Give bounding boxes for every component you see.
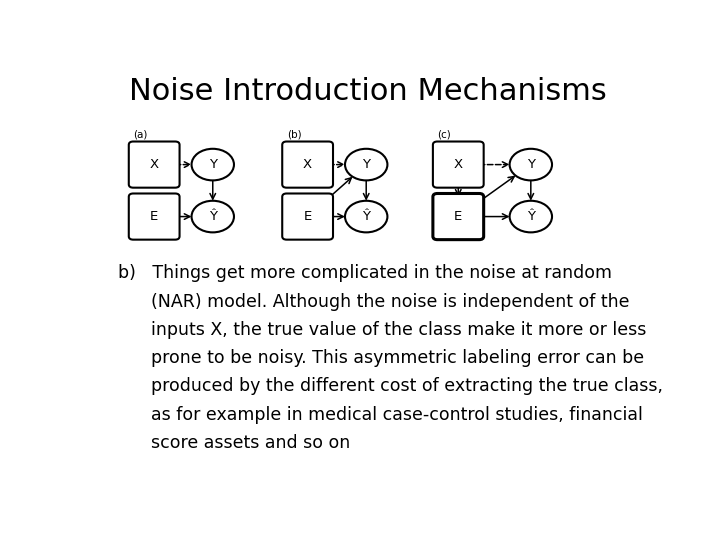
Text: E: E [304,210,312,223]
FancyBboxPatch shape [433,141,484,188]
Circle shape [345,149,387,180]
Circle shape [192,201,234,232]
Text: Ŷ: Ŷ [527,210,535,223]
Text: Y: Y [209,158,217,171]
Text: (b): (b) [287,130,302,140]
FancyBboxPatch shape [433,193,484,240]
Text: inputs X, the true value of the class make it more or less: inputs X, the true value of the class ma… [118,321,647,339]
Text: Ŷ: Ŷ [362,210,370,223]
Text: E: E [150,210,158,223]
Text: (a): (a) [133,130,148,140]
FancyBboxPatch shape [129,193,179,240]
Text: prone to be noisy. This asymmetric labeling error can be: prone to be noisy. This asymmetric label… [118,349,644,367]
Circle shape [345,201,387,232]
Text: (c): (c) [437,130,451,140]
Text: Y: Y [527,158,535,171]
Text: Y: Y [362,158,370,171]
Text: produced by the different cost of extracting the true class,: produced by the different cost of extrac… [118,377,663,395]
Text: X: X [150,158,158,171]
Text: as for example in medical case-control studies, financial: as for example in medical case-control s… [118,406,643,424]
Text: Noise Introduction Mechanisms: Noise Introduction Mechanisms [129,77,607,106]
FancyBboxPatch shape [282,141,333,188]
Circle shape [510,201,552,232]
Text: (NAR) model. Although the noise is independent of the: (NAR) model. Although the noise is indep… [118,293,629,310]
Text: X: X [303,158,312,171]
Text: X: X [454,158,463,171]
FancyBboxPatch shape [129,141,179,188]
Text: b)   Things get more complicated in the noise at random: b) Things get more complicated in the no… [118,265,612,282]
Text: score assets and so on: score assets and so on [118,434,350,452]
Text: Ŷ: Ŷ [209,210,217,223]
Text: E: E [454,210,462,223]
Circle shape [510,149,552,180]
FancyBboxPatch shape [282,193,333,240]
Circle shape [192,149,234,180]
